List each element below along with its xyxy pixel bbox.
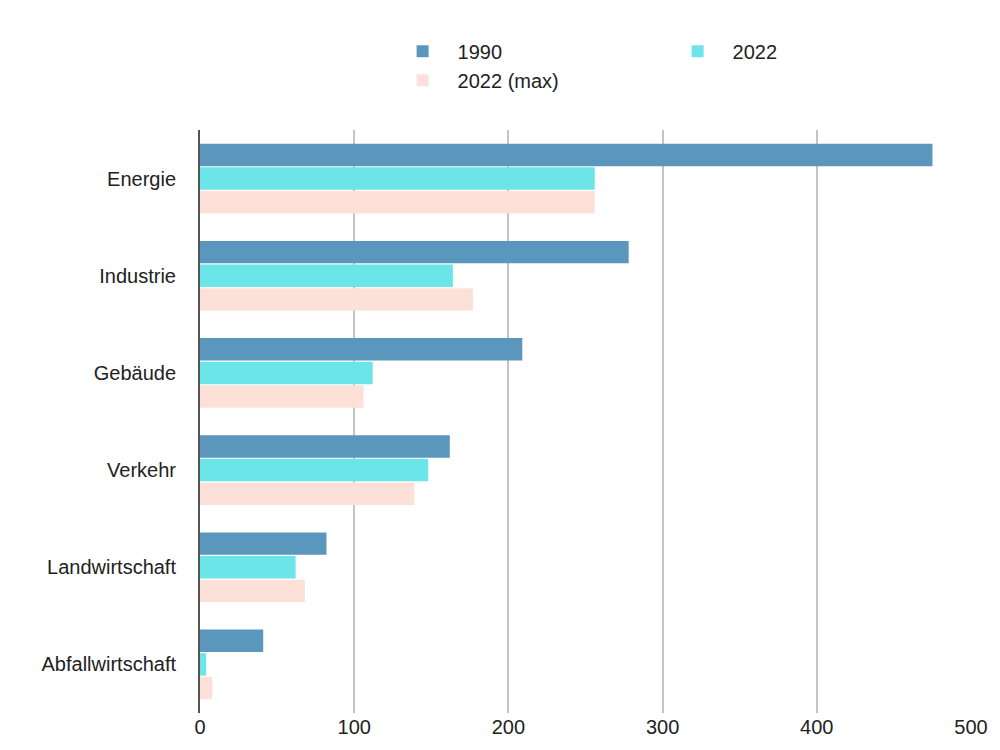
- svg-text:100: 100: [338, 716, 371, 738]
- svg-text:Abfallwirtschaft: Abfallwirtschaft: [42, 653, 177, 675]
- svg-text:0: 0: [194, 716, 205, 738]
- svg-text:500: 500: [954, 716, 987, 738]
- svg-text:2022: 2022: [733, 41, 778, 63]
- svg-text:1990: 1990: [458, 41, 503, 63]
- svg-text:Industrie: Industrie: [99, 265, 176, 287]
- svg-text:400: 400: [800, 716, 833, 738]
- svg-text:Landwirtschaft: Landwirtschaft: [47, 556, 176, 578]
- svg-text:300: 300: [646, 716, 679, 738]
- svg-text:200: 200: [492, 716, 525, 738]
- svg-text:2022 (max): 2022 (max): [458, 70, 559, 92]
- svg-text:Gebäude: Gebäude: [94, 362, 176, 384]
- svg-text:Energie: Energie: [107, 168, 176, 190]
- svg-text:Verkehr: Verkehr: [107, 459, 176, 481]
